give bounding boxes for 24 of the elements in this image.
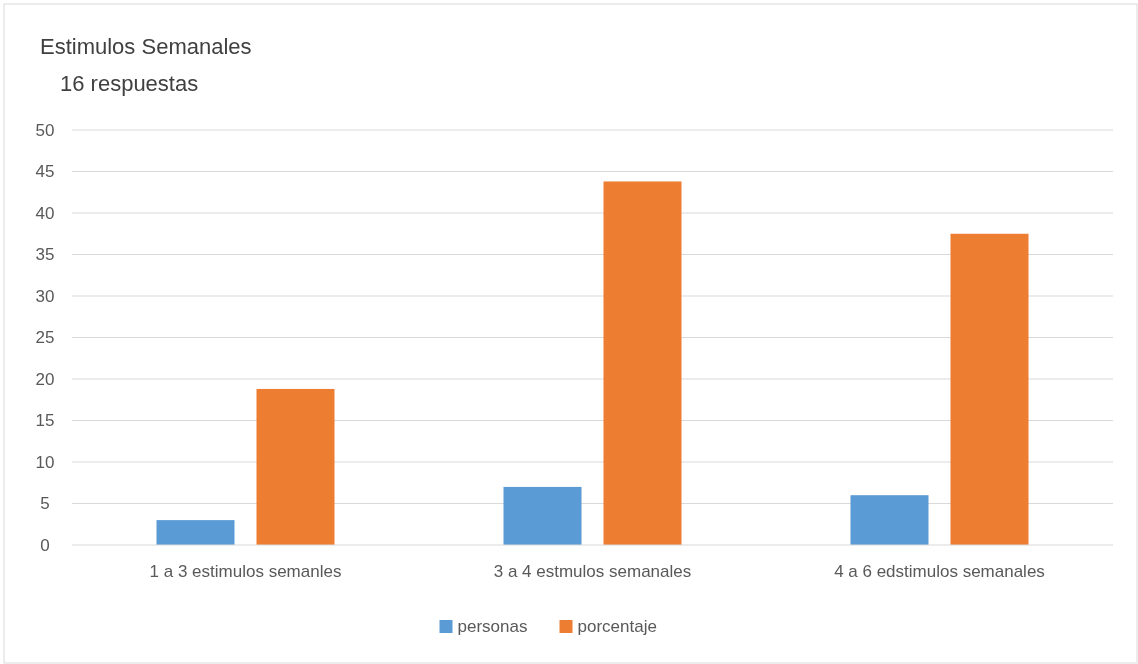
bar (850, 495, 929, 545)
y-tick-label: 50 (35, 120, 55, 140)
y-tick-label: 0 (40, 535, 50, 555)
bar (503, 486, 582, 545)
legend-label: personas (457, 617, 528, 636)
chart-subtitle: 16 respuestas (60, 71, 199, 96)
y-tick-label: 15 (35, 411, 55, 431)
x-tick-label: 4 a 6 edstimulos semanales (834, 562, 1045, 581)
bar (950, 233, 1029, 545)
y-tick-label: 20 (35, 369, 55, 389)
x-tick-label: 1 a 3 estimulos semanles (149, 562, 342, 581)
chart-title: Estimulos Semanales (40, 34, 252, 59)
y-tick-label: 45 (35, 162, 55, 182)
y-tick-label: 5 (40, 494, 50, 514)
y-tick-label: 30 (35, 286, 55, 306)
bar (156, 520, 235, 545)
bar (603, 181, 682, 545)
bar (256, 388, 335, 545)
x-tick-label: 3 a 4 estmulos semanales (493, 562, 692, 581)
y-tick-label: 25 (35, 328, 55, 348)
y-tick-label: 10 (35, 452, 55, 472)
legend-label: porcentaje (577, 617, 657, 636)
y-tick-label: 40 (35, 203, 55, 223)
y-tick-label: 35 (35, 245, 55, 265)
